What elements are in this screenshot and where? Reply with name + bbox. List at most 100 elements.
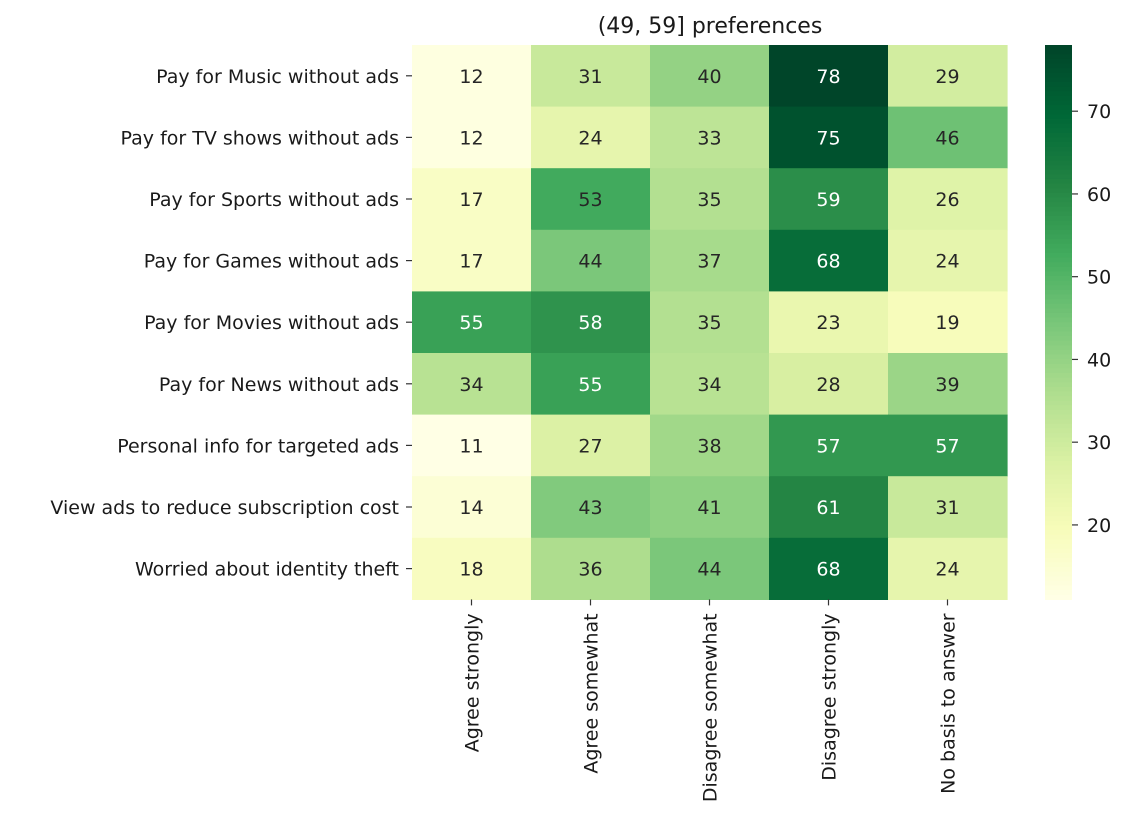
- heatmap-cell: [769, 106, 889, 169]
- colorbar-segment: [1045, 530, 1072, 536]
- colorbar-segment: [1045, 507, 1072, 513]
- colorbar-segment: [1045, 373, 1072, 379]
- colorbar-segment: [1045, 81, 1072, 88]
- colorbar-segment: [1045, 386, 1072, 393]
- colorbar-segment: [1045, 437, 1072, 443]
- heatmap-cell: [888, 537, 1008, 600]
- colorbar-segment: [1045, 142, 1072, 148]
- colorbar-segment: [1045, 502, 1072, 508]
- colorbar-segment: [1045, 488, 1072, 494]
- heatmap-cell: [531, 476, 651, 539]
- heatmap-cell: [888, 168, 1008, 231]
- cell-value-label: 23: [816, 312, 840, 334]
- colorbar-segment: [1045, 58, 1072, 65]
- cell-value-label: 12: [459, 127, 483, 149]
- heatmap-cell: [769, 353, 889, 416]
- heatmap-cell: [531, 229, 651, 292]
- colorbar-segment: [1045, 317, 1072, 323]
- colorbar-segment: [1045, 483, 1072, 490]
- colorbar-segment: [1045, 294, 1072, 300]
- row-label: Pay for News without ads: [159, 374, 399, 396]
- colorbar-segment: [1045, 414, 1072, 420]
- colorbar-segment: [1045, 234, 1072, 240]
- colorbar-segment: [1045, 266, 1072, 272]
- colorbar-segment: [1045, 49, 1072, 55]
- heatmap-cell: [531, 45, 651, 108]
- colorbar-segment: [1045, 91, 1072, 97]
- cell-value-label: 58: [578, 312, 602, 334]
- colorbar-segment: [1045, 516, 1072, 522]
- colorbar-segment: [1045, 95, 1072, 102]
- heatmap-cells: 12 31 40 78 29 12 24 33 75 46 17 53 35 59 26 17 44 37 68 24…: [412, 45, 1008, 600]
- cell-value-label: 53: [578, 189, 602, 211]
- colorbar-segment: [1045, 77, 1072, 83]
- heatmap-cell: [650, 168, 770, 231]
- colorbar-segment: [1045, 109, 1072, 115]
- cell-value-label: 57: [816, 435, 840, 457]
- cell-value-label: 43: [578, 497, 602, 519]
- colorbar-segment: [1045, 400, 1072, 406]
- cell-value-label: 68: [816, 559, 840, 581]
- colorbar-segment: [1045, 165, 1072, 171]
- cell-value-label: 75: [816, 127, 840, 149]
- colorbar-segment: [1045, 557, 1072, 564]
- cell-value-label: 12: [459, 66, 483, 88]
- colorbar-segment: [1045, 252, 1072, 259]
- row-label: Worried about identity theft: [135, 559, 399, 581]
- colorbar-segment: [1045, 354, 1072, 360]
- heatmap-cell: [412, 168, 532, 231]
- heatmap-cell: [531, 353, 651, 416]
- heatmap-cell: [650, 45, 770, 108]
- cell-value-label: 37: [697, 251, 721, 273]
- colorbar-segment: [1045, 594, 1072, 600]
- cell-value-label: 36: [578, 559, 602, 581]
- colorbar-segment: [1045, 349, 1072, 356]
- heatmap-cell: [769, 291, 889, 354]
- heatmap-cell: [888, 476, 1008, 539]
- chart-title: (49, 59] preferences: [598, 14, 823, 39]
- cell-value-label: 24: [935, 251, 959, 273]
- colorbar-segment: [1045, 553, 1072, 559]
- cell-value-label: 27: [578, 435, 602, 457]
- colorbar-segment: [1045, 192, 1072, 199]
- heatmap-cell: [412, 537, 532, 600]
- colorbar-segment: [1045, 123, 1072, 129]
- column-labels: Agree strongly Agree somewhat Disagree som…: [462, 599, 960, 802]
- colorbar-segment: [1045, 132, 1072, 138]
- heatmap-cell: [769, 537, 889, 600]
- cell-value-label: 35: [697, 312, 721, 334]
- colorbar-segment: [1045, 368, 1072, 374]
- cell-value-label: 61: [816, 497, 840, 519]
- colorbar-segment: [1045, 571, 1072, 577]
- cell-value-label: 44: [697, 559, 721, 581]
- colorbar-tick-label: 30: [1087, 432, 1111, 454]
- column-label: Agree somewhat: [581, 613, 603, 773]
- heatmap-cell: [769, 168, 889, 231]
- colorbar-tick-label: 70: [1087, 101, 1111, 123]
- row-label: Pay for Sports without ads: [149, 189, 399, 211]
- colorbar-segment: [1045, 128, 1072, 134]
- row-label: View ads to reduce subscription cost: [50, 497, 399, 519]
- cell-value-label: 34: [697, 374, 721, 396]
- colorbar-segment: [1045, 188, 1072, 194]
- colorbar-segment: [1045, 72, 1072, 78]
- colorbar-segment: [1045, 493, 1072, 499]
- cell-value-label: 55: [459, 312, 483, 334]
- colorbar-segment: [1045, 215, 1072, 222]
- colorbar-segment: [1045, 54, 1072, 60]
- heatmap-cell: [888, 45, 1008, 108]
- colorbar-segment: [1045, 169, 1072, 175]
- cell-value-label: 46: [935, 127, 959, 149]
- colorbar-segment: [1045, 534, 1072, 540]
- heatmap-cell: [412, 229, 532, 292]
- heatmap-cell: [412, 476, 532, 539]
- colorbar-segment: [1045, 548, 1072, 554]
- colorbar-segment: [1045, 336, 1072, 342]
- colorbar-tick-label: 40: [1087, 349, 1111, 371]
- colorbar-segment: [1045, 105, 1072, 111]
- colorbar-segment: [1045, 391, 1072, 397]
- colorbar-segment: [1045, 174, 1072, 180]
- cell-value-label: 38: [697, 435, 721, 457]
- heatmap-cell: [531, 414, 651, 477]
